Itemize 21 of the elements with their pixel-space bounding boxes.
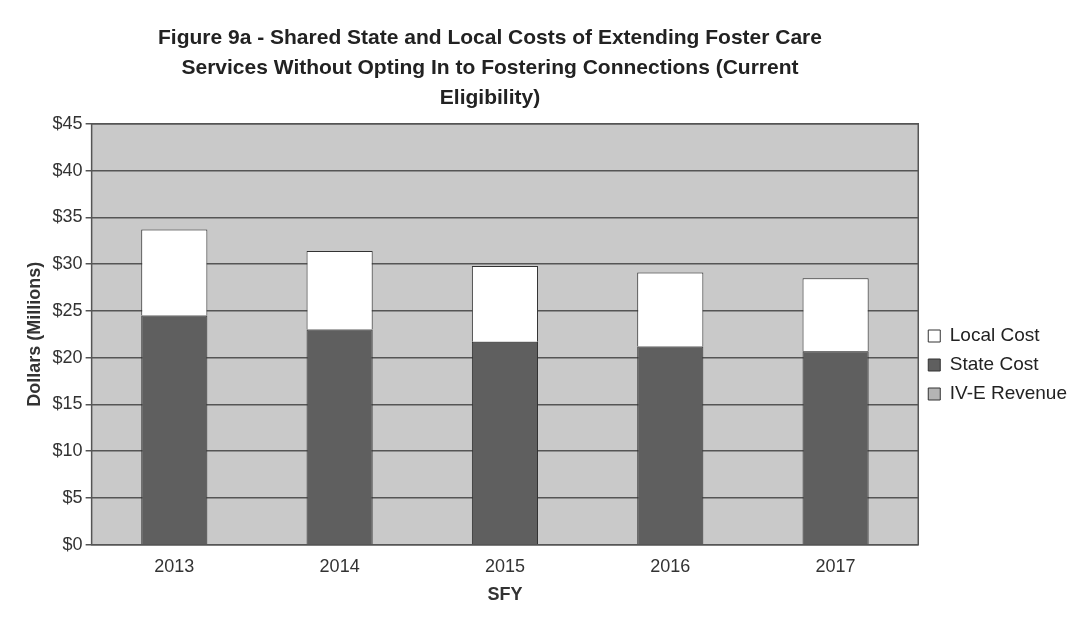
y-tick-label: $45 [52,112,83,133]
y-tick-label: $40 [52,159,83,180]
x-axis-title: SFY [487,584,523,605]
y-axis-title: Dollars (Millions) [23,261,44,407]
legend-label: State Cost [949,353,1040,375]
y-tick-label: $35 [52,206,83,227]
y-tick-label: $5 [62,486,83,507]
y-tick-label: $30 [52,253,83,274]
x-tick-label: 2014 [319,555,360,576]
y-tick-label: $15 [52,393,83,414]
x-tick-label: 2013 [154,555,195,576]
chart-title: Figure 9a - Shared State and Local Costs of Extending Foster Care Services Without Opting In to Fostering Connections (Current Eligibility) [157,24,823,110]
y-tick-label: $20 [52,346,83,367]
x-tick-label: 2017 [815,555,856,576]
y-tick-label: $10 [52,440,83,461]
x-tick-label: 2016 [650,555,691,576]
y-tick-label: $25 [52,299,83,320]
x-tick-label: 2015 [484,555,525,576]
y-tick-label: $0 [62,533,83,554]
legend-label: IV-E Revenue [949,382,1068,404]
legend-label: Local Cost [949,324,1041,346]
